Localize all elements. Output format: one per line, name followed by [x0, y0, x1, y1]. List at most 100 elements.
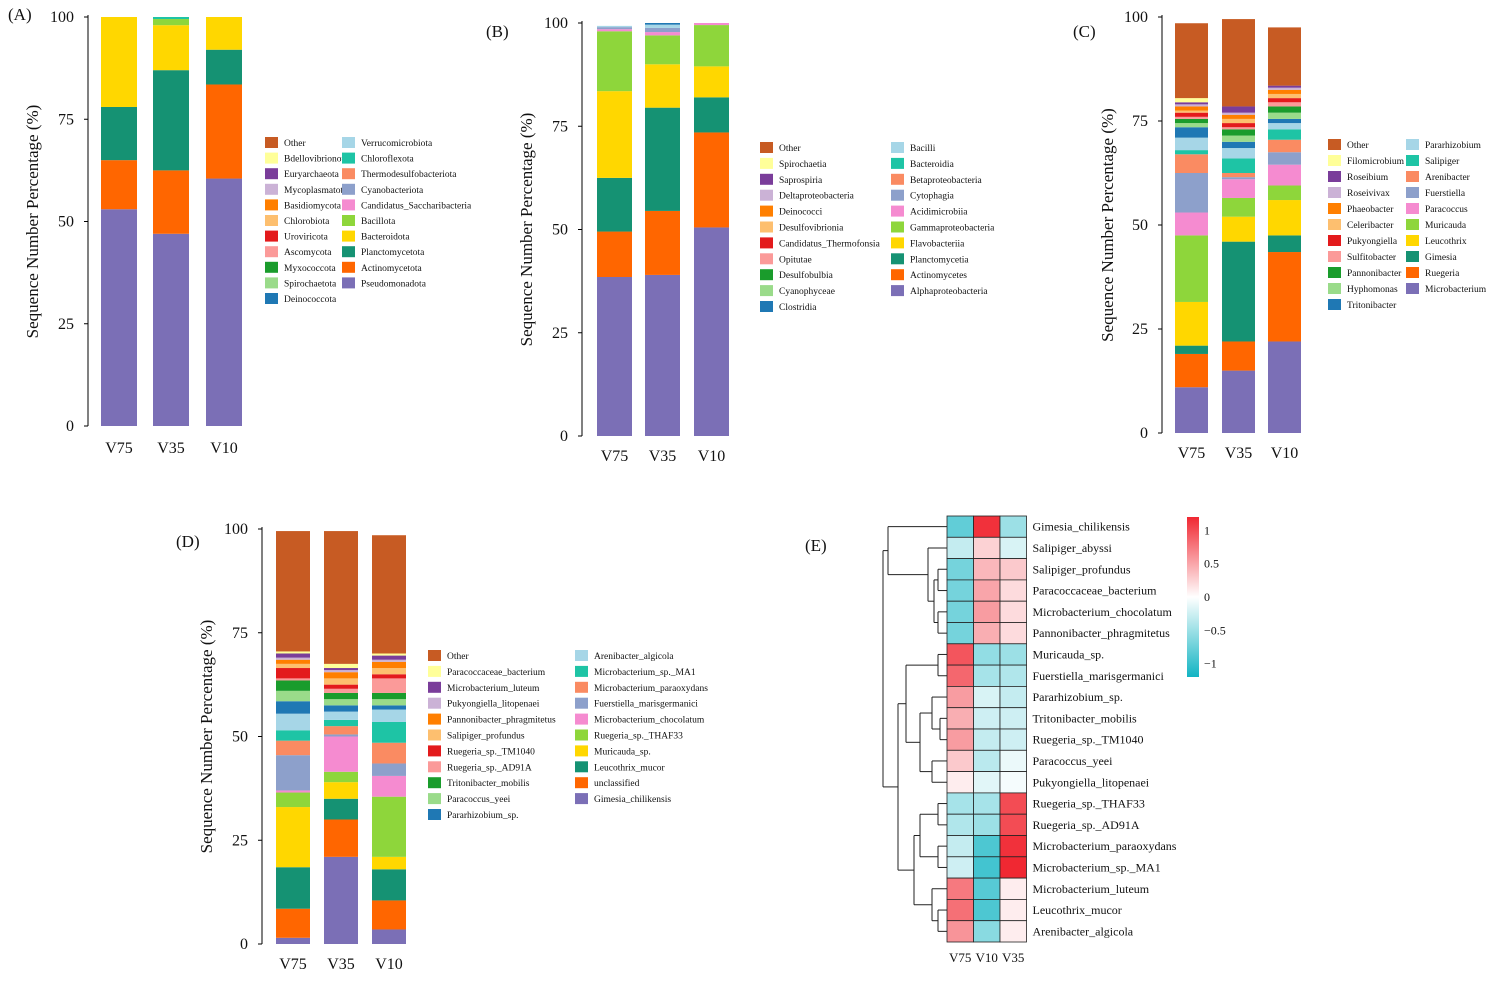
- heat-row-label-paracoccus-yeei: Paracoccus_yeei: [1033, 754, 1114, 768]
- heat-cell-salipiger-profundus-v10: [973, 558, 1001, 581]
- legend-label-pukyongiella: Pukyongiella: [1347, 237, 1398, 247]
- bar-segment-v75-pararhizobium: [1175, 137, 1208, 151]
- bar-segment-v75-cytophagia: [597, 27, 632, 30]
- bar-segment-v35-tritonibacter: [1222, 141, 1255, 149]
- heat-cell-ruegeria-sp-ad91a-v35: [999, 813, 1027, 836]
- colorbar-tick-label: 1: [1204, 523, 1210, 537]
- heat-cell-pannonibacter-phragmitetus-v75: [946, 622, 974, 645]
- bar-segment-v75-pukyongiella: [1175, 112, 1208, 117]
- panel-a: (A) 0 25 50 75 100 Sequence Number Percentage …: [8, 5, 472, 457]
- bar-segment-v10-paracoccus: [1268, 164, 1301, 186]
- legend-swatch-salipiger: [1406, 155, 1419, 166]
- bar-segment-v10-salipiger-profundus: [372, 668, 406, 675]
- heat-cell-salipiger-profundus-v75: [946, 558, 974, 581]
- legend-label-other: Other: [779, 144, 801, 154]
- bar-segment-v10-ruegeria: [1268, 252, 1301, 342]
- legend-label-candidatus-saccharibacteria: Candidatus_Saccharibacteria: [361, 201, 472, 211]
- legend-swatch-spirochaetota: [265, 277, 278, 289]
- bar-segment-v35-cytophagia: [645, 27, 680, 33]
- bar-segment-v10-fuerstiella-marisgermanici: [372, 763, 406, 776]
- legend-label-ruegeria-sp-thaf33: Ruegeria_sp._THAF33: [594, 732, 683, 742]
- x-tick-label-v35: V35: [649, 448, 677, 465]
- heat-cell-ruegeria-sp-tm1040-v75: [946, 728, 974, 751]
- bar-segment-v35-paracoccus-yeei: [324, 699, 358, 706]
- bar-segment-v75-flavobacteriia: [597, 91, 632, 178]
- x-tick-label-v75: V75: [601, 448, 629, 465]
- bar-segment-v10-paracoccus-yeei: [372, 699, 406, 706]
- legend-label-other: Other: [1347, 141, 1369, 151]
- bar-segment-v35-roseivivax: [1222, 112, 1255, 115]
- legend-swatch-fuerstiella-marisgermanici: [575, 697, 588, 709]
- y-tick-label: 25: [552, 325, 568, 342]
- legend-label-gimesia: Gimesia: [1425, 253, 1457, 263]
- heat-cell-paracoccus-yeei-v35: [999, 749, 1027, 772]
- y-tick-label: 0: [560, 428, 568, 445]
- legend-swatch-unclassified: [575, 777, 588, 789]
- legend-label-microbacterium-luteum: Microbacterium_luteum: [447, 684, 540, 694]
- bar-segment-v35-planctomycetota: [153, 70, 189, 171]
- legend-swatch-gimesia-chilikensis: [575, 793, 588, 805]
- heat-cell-arenibacter-algicola-v75: [946, 920, 974, 943]
- bar-segment-v35-ruegeria: [1222, 341, 1255, 371]
- bar-segment-v10-pseudomonadota: [206, 178, 242, 426]
- legend-swatch-flavobacteriia: [891, 237, 904, 249]
- bar-segment-v10-ruegeria-sp-thaf33: [372, 796, 406, 857]
- bar-segment-v35-gimesia: [1222, 241, 1255, 342]
- bar-segment-v10-microbacterium: [1268, 341, 1301, 433]
- legend-swatch-actinomycetes: [891, 269, 904, 281]
- bar-segment-v75-gammaproteobacteria: [597, 31, 632, 92]
- bar-segment-v75-roseibium: [1175, 102, 1208, 105]
- legend-swatch-bacteroidota: [342, 230, 355, 242]
- legend-swatch-other: [265, 137, 278, 148]
- bar-segment-v75-microbacterium-paraoxydans: [276, 740, 310, 756]
- legend-label-bacteroidota: Bacteroidota: [361, 233, 410, 243]
- y-tick-label: 25: [232, 832, 248, 849]
- heat-cell-leucothrix-mucor-v10: [973, 899, 1001, 922]
- heat-cell-microbacterium-chocolatum-v10: [973, 600, 1001, 623]
- bar-segment-v35-pararhizobium-sp: [324, 705, 358, 712]
- bar-segment-v75-celeribacter: [1175, 110, 1208, 113]
- legend-label-cytophagia: Cytophagia: [910, 192, 955, 202]
- legend-label-muricauda: Muricauda: [1425, 221, 1467, 231]
- legend-swatch-other: [1328, 139, 1341, 150]
- legend-label-desulfobulbia: Desulfobulbia: [779, 270, 834, 281]
- bar-segment-v75-fuerstiella: [1175, 173, 1208, 213]
- legend-label-acidimicrobiia: Acidimicrobiia: [910, 208, 968, 218]
- legend-label-desulfovibrionia: Desulfovibrionia: [779, 223, 844, 234]
- bar-segment-v75-muricauda: [1175, 235, 1208, 302]
- bar-segment-v35-pseudomonadota: [153, 233, 189, 426]
- bar-segment-v10-arenibacter-algicola: [372, 709, 406, 722]
- legend-label-opitutae: Opitutae: [779, 255, 812, 265]
- legend-swatch-bacilli: [891, 142, 904, 153]
- bar-segment-v35-bacillota: [153, 19, 189, 26]
- bar-segment-v10-actinomycetota: [206, 84, 242, 179]
- legend-label-pannonibacter: Pannonibacter: [1347, 269, 1402, 279]
- legend-swatch-desulfobulbia: [760, 269, 773, 281]
- panel-label-d: (D): [176, 532, 200, 551]
- legend-label-bacilli: Bacilli: [910, 144, 936, 154]
- colorbar-tick-label: 0: [1204, 590, 1210, 604]
- bar-segment-v35-sulfitobacter: [1222, 127, 1255, 130]
- bar-segment-v10-tritonibacter-mobilis: [372, 692, 406, 700]
- legend-swatch-arenibacter: [1406, 171, 1419, 182]
- bar-segment-v75-ruegeria-sp-tm1040: [276, 668, 310, 679]
- bar-segment-v35-planctomycetia: [645, 107, 680, 211]
- y-tick-label: 100: [224, 521, 248, 538]
- legend-label-arenibacter: Arenibacter: [1425, 173, 1471, 183]
- y-tick-label: 75: [58, 111, 74, 128]
- bar-segment-v35-microbacterium-paraoxydans: [324, 726, 358, 735]
- legend-label-pararhizobium: Pararhizobium: [1425, 141, 1482, 151]
- legend-label-paracoccus: Paracoccus: [1425, 205, 1468, 215]
- heat-row-label-microbacterium-luteum: Microbacterium_luteum: [1033, 882, 1150, 896]
- legend-swatch-phaeobacter: [1328, 203, 1341, 214]
- heat-cell-pukyongiella-litopenaei-v10: [973, 771, 1001, 794]
- legend-swatch-hyphomonas: [1328, 283, 1341, 294]
- panel-b: (B) 0 25 50 75 100 Sequence Number Percentage …: [486, 15, 995, 465]
- heat-cell-muricauda-sp-v35: [999, 643, 1027, 666]
- legend-label-other: Other: [284, 139, 306, 149]
- bar-segment-v10-pararhizobium: [1268, 123, 1301, 130]
- bar-segment-v10-other: [1268, 27, 1301, 86]
- legend-swatch-paracoccaceae-bacterium: [428, 665, 441, 677]
- legend-label-chlorobiota: Chlorobiota: [284, 217, 330, 227]
